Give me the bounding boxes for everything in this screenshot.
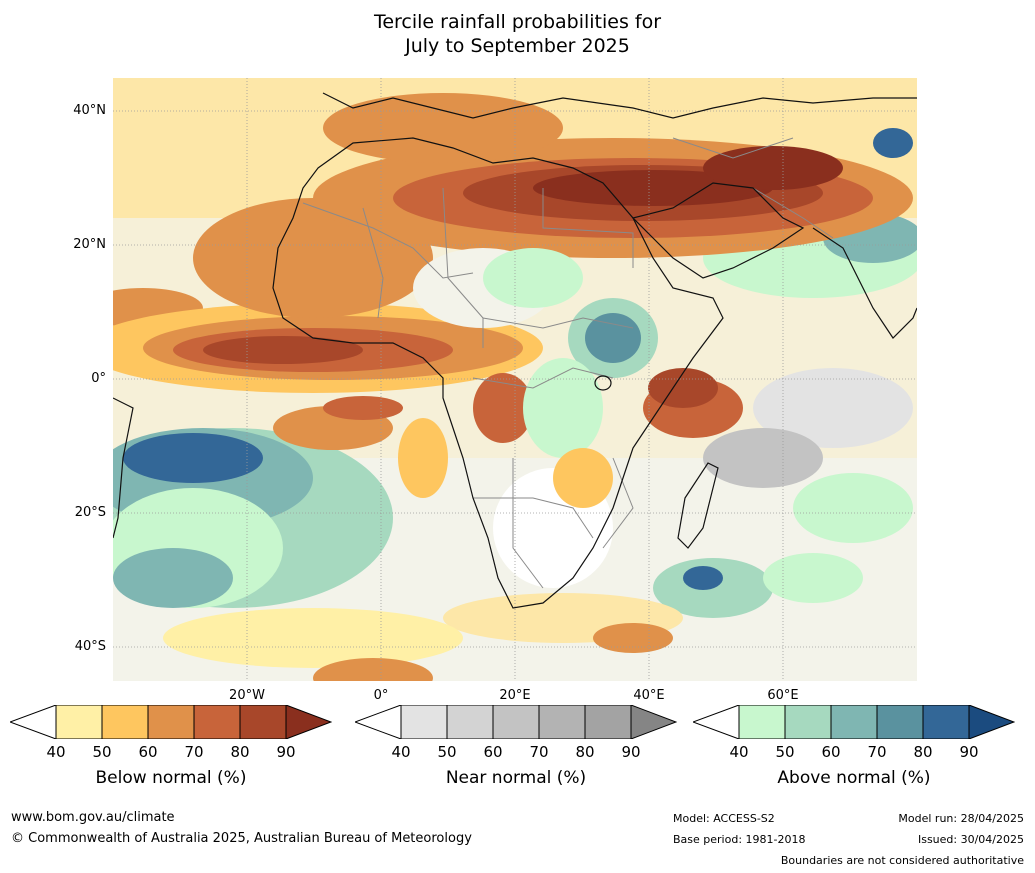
colorbar-near-segment	[355, 705, 402, 739]
probability-map	[113, 78, 917, 681]
colorbar-below-segment	[193, 705, 241, 739]
colorbar-below-normal	[10, 705, 332, 739]
colorbar-near-segment	[538, 705, 586, 739]
tick-label: 80	[913, 743, 933, 761]
colorbar-above-segment	[968, 705, 1015, 739]
lat-label-20s: 20°S	[74, 505, 106, 520]
colorbar-above-normal	[693, 705, 1015, 739]
colorbar-above-segment	[830, 705, 878, 739]
country-borders	[302, 137, 834, 589]
tick-label: 40	[391, 743, 411, 761]
tick-label: 60	[138, 743, 158, 761]
colorbar-below-segment	[55, 705, 103, 739]
tick-label: 50	[92, 743, 112, 761]
coastlines	[113, 92, 917, 609]
below-normal-fields	[113, 93, 913, 443]
tick-label: 80	[575, 743, 595, 761]
tick-label: 60	[821, 743, 841, 761]
tick-label: 40	[46, 743, 66, 761]
colorbar-above-segment	[784, 705, 832, 739]
colorbar-near-segment	[584, 705, 632, 739]
issued-text: Issued: 30/04/2025	[917, 833, 1024, 846]
lat-label-40s: 40°S	[74, 639, 106, 654]
colorbar-above-segment	[922, 705, 970, 739]
colorbar-above-segment	[738, 705, 786, 739]
model-text: Model: ACCESS-S2	[673, 812, 775, 825]
tick-label: 50	[775, 743, 795, 761]
lon-label-20w: 20°W	[229, 688, 265, 703]
lon-label-0: 0°	[373, 688, 389, 703]
title-line-1: Tercile rainfall probabilities for	[373, 11, 662, 33]
colorbar-above-segment	[876, 705, 924, 739]
colorbar-below-segment	[147, 705, 195, 739]
disclaimer-text: Boundaries are not considered authoritat…	[780, 854, 1024, 867]
colorbar-below-segment	[285, 705, 332, 739]
colorbar-above-segment	[693, 705, 740, 739]
tick-label: 90	[959, 743, 979, 761]
lat-label-0: 0°	[91, 371, 106, 386]
tick-label: 40	[729, 743, 749, 761]
tick-label: 80	[230, 743, 250, 761]
colorbar-near-segment	[446, 705, 494, 739]
graticule	[113, 78, 917, 681]
model-run-text: Model run: 28/04/2025	[898, 812, 1024, 825]
colorbar-below-title: Below normal (%)	[95, 768, 247, 788]
tick-label: 60	[483, 743, 503, 761]
tick-label: 70	[529, 743, 549, 761]
colorbar-near-segment	[492, 705, 540, 739]
tick-label: 70	[184, 743, 204, 761]
tick-label: 90	[621, 743, 641, 761]
colorbar-above-title: Above normal (%)	[777, 768, 931, 788]
base-period-text: Base period: 1981-2018	[673, 833, 806, 846]
colorbar-below-segment	[239, 705, 287, 739]
colorbar-near-segment	[400, 705, 448, 739]
lon-label-60e: 60°E	[767, 688, 799, 703]
colorbar-near-segment	[630, 705, 677, 739]
copyright-text: © Commonwealth of Australia 2025, Austra…	[11, 831, 472, 846]
lon-label-40e: 40°E	[633, 688, 665, 703]
colorbar-below-segment	[101, 705, 149, 739]
colorbar-near-title: Near normal (%)	[445, 768, 587, 788]
tick-label: 50	[437, 743, 457, 761]
map-title: Tercile rainfall probabilities for July …	[0, 10, 1035, 58]
lon-label-20e: 20°E	[499, 688, 531, 703]
tick-label: 70	[867, 743, 887, 761]
title-line-2: July to September 2025	[405, 35, 630, 57]
tick-label: 90	[276, 743, 296, 761]
lat-label-20n: 20°N	[73, 237, 106, 252]
map-canvas	[113, 78, 917, 681]
colorbar-near-normal	[355, 705, 677, 739]
colorbar-below-segment	[10, 705, 57, 739]
website-link[interactable]: www.bom.gov.au/climate	[11, 810, 175, 825]
lat-label-40n: 40°N	[73, 103, 106, 118]
